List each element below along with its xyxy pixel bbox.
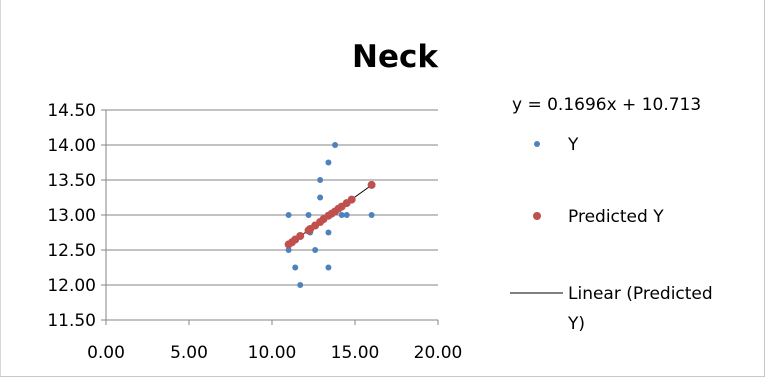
point-y-8 <box>317 194 324 201</box>
point-predicted-y-16 <box>367 180 376 189</box>
trendline-equation: y = 0.1696x + 10.713 <box>512 95 701 115</box>
point-predicted-y-3 <box>296 232 305 240</box>
legend-label-predicted-y: Predicted Y <box>568 207 664 227</box>
y-tick-label-6: 14.50 <box>47 101 96 121</box>
legend-label-y: Y <box>567 135 579 155</box>
legend-marker-predicted-y <box>533 212 541 220</box>
y-tick-label-1: 12.00 <box>47 276 96 296</box>
x-tick-label-2: 10.00 <box>248 343 297 363</box>
point-y-4 <box>305 212 312 218</box>
point-y-14 <box>343 212 350 218</box>
x-tick-label-3: 15.00 <box>331 343 380 363</box>
legend-label-linear-line1: Linear (Predicted <box>568 284 713 304</box>
x-tick-label-4: 20.00 <box>414 343 463 363</box>
axes <box>101 109 439 325</box>
legend-marker-y <box>534 141 540 147</box>
y-tick-label-5: 14.00 <box>47 136 96 156</box>
chart-title: Neck <box>352 39 439 75</box>
legend-label-linear: Linear (Predicted Y) <box>567 284 713 334</box>
point-y-15 <box>368 212 375 218</box>
y-tick-label-0: 11.50 <box>47 311 96 331</box>
tick-labels: 11.50 12.00 12.50 13.00 13.50 14.00 14.50 0.00 5… <box>47 101 462 363</box>
point-y-6 <box>312 247 319 253</box>
legend-label-linear-line2: Y) <box>567 314 585 334</box>
point-predicted-y-15 <box>347 195 356 204</box>
point-y-12 <box>332 142 339 148</box>
gridlines <box>106 109 438 286</box>
point-y-13 <box>338 212 345 218</box>
point-y-3 <box>297 282 304 288</box>
point-y-2 <box>292 264 299 271</box>
point-y-11 <box>325 264 332 271</box>
x-tick-label-0: 0.00 <box>87 343 125 363</box>
data-points <box>284 142 376 288</box>
x-tick-label-1: 5.00 <box>170 343 208 363</box>
y-tick-label-2: 12.50 <box>47 241 96 261</box>
point-y-10 <box>325 229 332 236</box>
point-y-0 <box>285 212 292 218</box>
legend: y = 0.1696x + 10.713 Y Predicted Y Linea… <box>510 95 713 334</box>
y-tick-label-4: 13.50 <box>47 171 96 191</box>
y-tick-label-3: 13.00 <box>47 206 96 226</box>
point-y-7 <box>317 177 324 183</box>
point-y-1 <box>285 247 292 253</box>
point-y-9 <box>325 159 332 166</box>
